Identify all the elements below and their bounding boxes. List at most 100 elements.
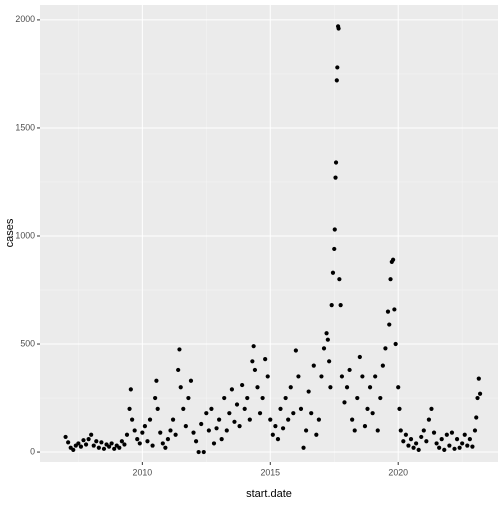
point xyxy=(199,421,204,427)
point xyxy=(375,428,380,433)
y-tick-label: 1000 xyxy=(15,230,35,240)
point xyxy=(186,395,191,401)
point xyxy=(338,303,343,308)
point xyxy=(240,382,245,388)
point xyxy=(333,175,338,180)
point xyxy=(211,441,217,446)
point xyxy=(403,432,408,437)
y-tick-label: 2000 xyxy=(15,14,35,24)
point xyxy=(260,395,265,401)
point xyxy=(347,367,352,373)
point xyxy=(78,444,84,449)
point xyxy=(437,445,442,450)
point xyxy=(472,428,478,433)
point xyxy=(470,444,475,449)
point xyxy=(178,385,183,390)
point xyxy=(191,430,196,435)
point xyxy=(183,424,188,429)
point xyxy=(265,374,270,379)
point xyxy=(245,395,250,401)
point xyxy=(153,395,158,401)
point xyxy=(328,385,333,390)
point xyxy=(335,65,340,70)
point xyxy=(81,438,86,443)
point xyxy=(332,246,337,252)
point xyxy=(476,376,481,381)
point xyxy=(127,406,132,411)
point xyxy=(232,419,237,424)
point xyxy=(416,447,421,452)
y-tick-label: 0 xyxy=(30,446,35,456)
point xyxy=(135,436,140,442)
y-tick-label: 1500 xyxy=(15,122,35,132)
point xyxy=(477,391,483,396)
point xyxy=(380,363,385,368)
point xyxy=(442,447,447,452)
point xyxy=(204,411,209,416)
point xyxy=(306,389,311,394)
point xyxy=(224,428,229,433)
point xyxy=(452,446,457,451)
point xyxy=(94,439,99,444)
point xyxy=(76,441,81,446)
point xyxy=(255,385,260,390)
x-tick-label: 2020 xyxy=(388,467,408,477)
point xyxy=(333,160,339,165)
point xyxy=(122,442,127,447)
point xyxy=(270,432,275,437)
y-axis-title: cases xyxy=(4,218,16,247)
point xyxy=(193,439,199,444)
point xyxy=(336,26,341,31)
point xyxy=(344,385,350,390)
point xyxy=(444,432,449,437)
point xyxy=(229,387,234,392)
point xyxy=(273,424,278,429)
y-tick-label: 500 xyxy=(20,338,35,348)
point xyxy=(206,428,211,433)
point xyxy=(99,440,104,445)
point xyxy=(406,443,411,448)
point xyxy=(350,417,355,422)
point xyxy=(201,449,206,455)
point xyxy=(83,442,89,447)
point xyxy=(419,434,424,440)
point xyxy=(401,439,406,444)
point xyxy=(263,357,268,362)
point xyxy=(71,447,76,452)
point xyxy=(431,430,437,435)
point xyxy=(439,436,444,442)
point xyxy=(66,440,71,445)
panel xyxy=(40,5,498,462)
point xyxy=(147,417,153,422)
point xyxy=(388,277,393,282)
point xyxy=(251,344,256,349)
point xyxy=(140,430,145,435)
point xyxy=(196,449,201,455)
point xyxy=(86,436,91,442)
point xyxy=(150,443,155,448)
point xyxy=(158,430,163,435)
point xyxy=(227,411,232,416)
point xyxy=(434,441,439,446)
point xyxy=(217,417,222,422)
point xyxy=(219,436,224,442)
point xyxy=(128,387,133,392)
point xyxy=(275,436,281,442)
point xyxy=(457,445,462,450)
point xyxy=(234,402,240,407)
point xyxy=(314,432,319,437)
point xyxy=(390,257,396,262)
point xyxy=(339,374,345,379)
point xyxy=(316,417,321,422)
point xyxy=(283,395,288,401)
point xyxy=(421,428,426,433)
point xyxy=(357,354,362,360)
point xyxy=(337,277,342,282)
point xyxy=(325,337,330,342)
point xyxy=(327,359,332,364)
point xyxy=(291,411,296,416)
point xyxy=(311,363,316,368)
point xyxy=(449,430,455,435)
point xyxy=(257,411,263,416)
point xyxy=(352,428,357,433)
